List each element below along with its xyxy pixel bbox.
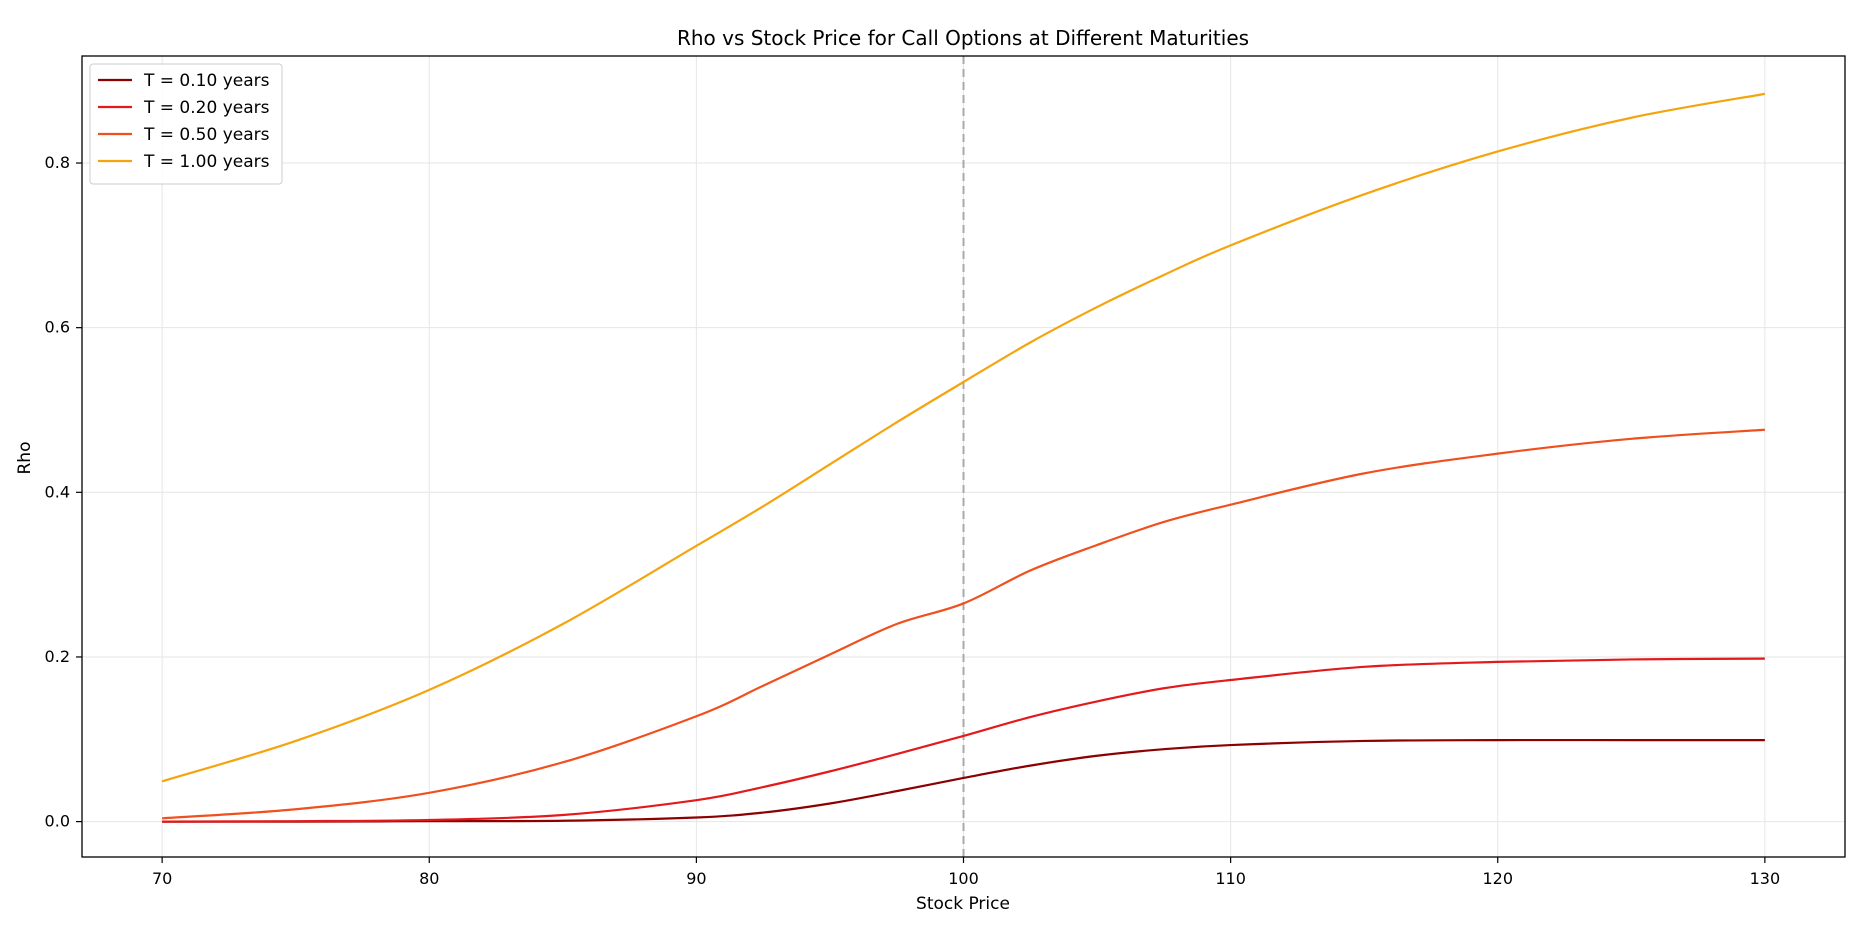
x-tick-label-1: 80 bbox=[419, 869, 439, 888]
legend-label-1: T = 0.20 years bbox=[143, 98, 270, 118]
x-tick-label-2: 90 bbox=[686, 869, 706, 888]
y-tick-label-1: 0.2 bbox=[45, 647, 70, 666]
series-group bbox=[161, 92, 1766, 823]
series-line-2 bbox=[162, 428, 1765, 820]
series-line-3 bbox=[161, 92, 1766, 783]
x-axis-ticks: 70 80 90 100 110 120 130 bbox=[152, 857, 1780, 888]
y-axis-ticks: 0.0 0.2 0.4 0.6 0.8 bbox=[45, 153, 82, 831]
x-tick-label-0: 70 bbox=[152, 869, 172, 888]
y-tick-label-0: 0.0 bbox=[45, 812, 70, 831]
legend-label-2: T = 0.50 years bbox=[143, 125, 270, 145]
legend-label-0: T = 0.10 years bbox=[143, 71, 270, 91]
x-tick-label-3: 100 bbox=[948, 869, 979, 888]
x-axis-label: Stock Price bbox=[916, 894, 1010, 914]
legend: T = 0.10 years T = 0.20 years T = 0.50 yea… bbox=[89, 63, 283, 185]
x-tick-label-4: 110 bbox=[1215, 869, 1246, 888]
chart-title: Rho vs Stock Price for Call Options at D… bbox=[677, 26, 1249, 50]
series-line-1 bbox=[162, 657, 1765, 823]
legend-box bbox=[89, 63, 283, 185]
y-tick-label-2: 0.4 bbox=[45, 482, 70, 501]
series-line-0 bbox=[162, 738, 1765, 823]
y-tick-label-4: 0.8 bbox=[45, 153, 70, 172]
legend-label-3: T = 1.00 years bbox=[143, 152, 270, 172]
y-axis-label: Rho bbox=[15, 442, 35, 475]
x-tick-label-6: 130 bbox=[1750, 869, 1781, 888]
x-tick-label-5: 120 bbox=[1482, 869, 1513, 888]
y-tick-label-3: 0.6 bbox=[45, 318, 70, 337]
